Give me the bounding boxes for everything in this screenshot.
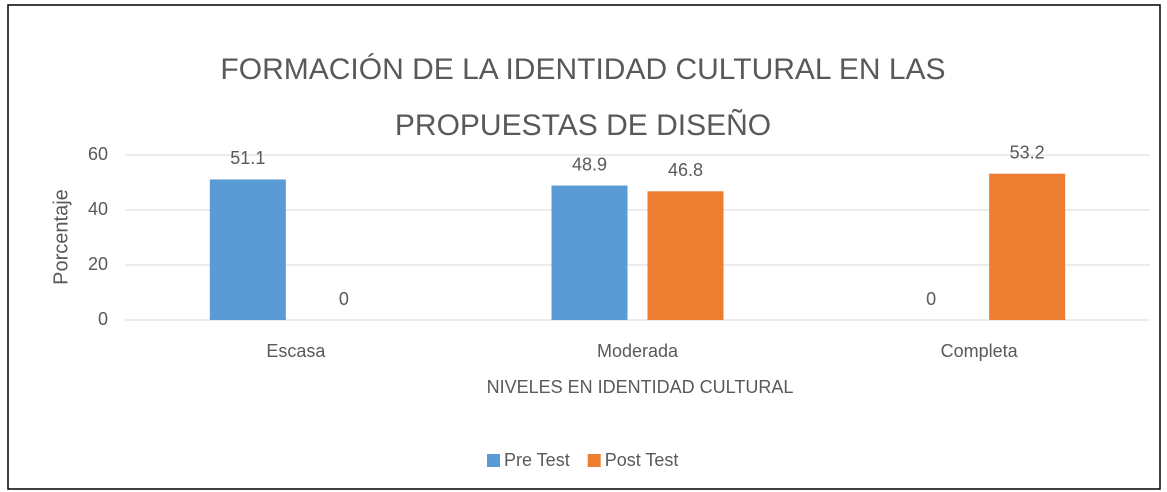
- bar: [647, 191, 724, 320]
- bar: [209, 179, 286, 320]
- data-label: 0: [339, 289, 349, 309]
- x-tick-label: Completa: [941, 341, 1019, 361]
- chart-frame: [7, 4, 1161, 490]
- legend-label: Pre Test: [504, 450, 570, 470]
- x-axis-title: NIVELES EN IDENTIDAD CULTURAL: [487, 377, 794, 397]
- y-axis-title: Porcentaje: [50, 189, 72, 285]
- bar: [551, 185, 628, 320]
- data-label: 53.2: [1010, 142, 1045, 162]
- x-tick-label: Moderada: [597, 341, 679, 361]
- data-label: 48.9: [572, 154, 607, 174]
- data-label: 46.8: [668, 160, 703, 180]
- y-tick-label: 20: [88, 254, 108, 274]
- data-label: 0: [926, 289, 936, 309]
- x-tick-label: Escasa: [266, 341, 326, 361]
- legend-swatch: [587, 454, 601, 467]
- chart-title: FORMACIÓN DE LA IDENTIDAD CULTURAL EN LA…: [220, 53, 946, 142]
- y-tick-label: 40: [88, 199, 108, 219]
- y-tick-label: 0: [98, 309, 108, 329]
- bar: [989, 173, 1066, 320]
- legend-swatch: [487, 454, 500, 467]
- y-tick-label: 60: [88, 144, 108, 164]
- data-label: 51.1: [230, 148, 265, 168]
- legend-label: Post Test: [605, 450, 679, 470]
